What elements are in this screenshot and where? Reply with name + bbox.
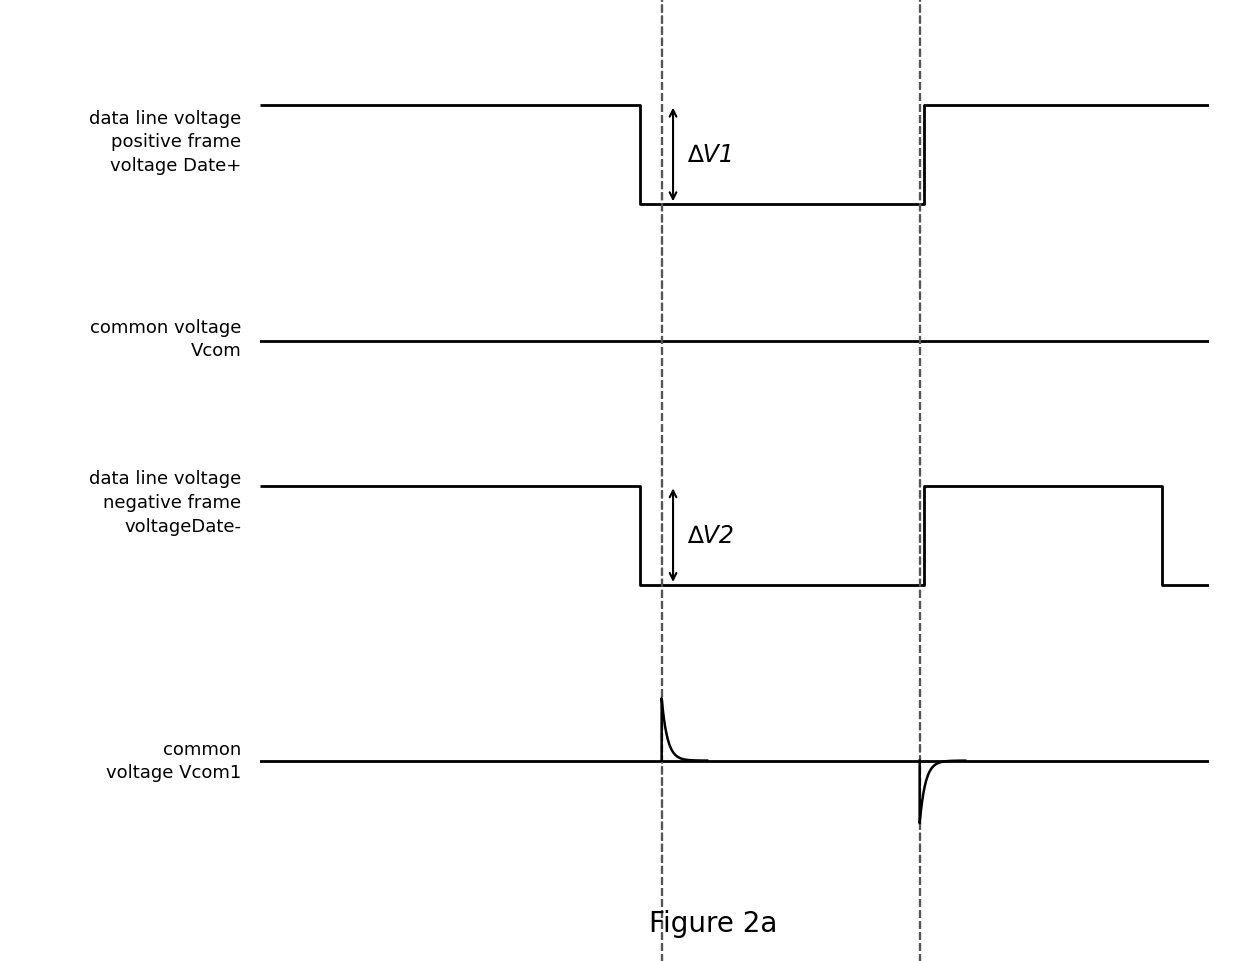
Text: ∆V2: ∆V2: [687, 524, 734, 548]
Text: data line voltage
positive frame
voltage Date+: data line voltage positive frame voltage…: [89, 110, 242, 175]
Text: Figure 2a: Figure 2a: [649, 909, 777, 937]
Text: data line voltage
negative frame
voltageDate-: data line voltage negative frame voltage…: [89, 470, 242, 535]
Text: common voltage
Vcom: common voltage Vcom: [91, 318, 242, 359]
Text: common
voltage Vcom1: common voltage Vcom1: [107, 740, 242, 781]
Text: ∆V1: ∆V1: [687, 143, 734, 167]
